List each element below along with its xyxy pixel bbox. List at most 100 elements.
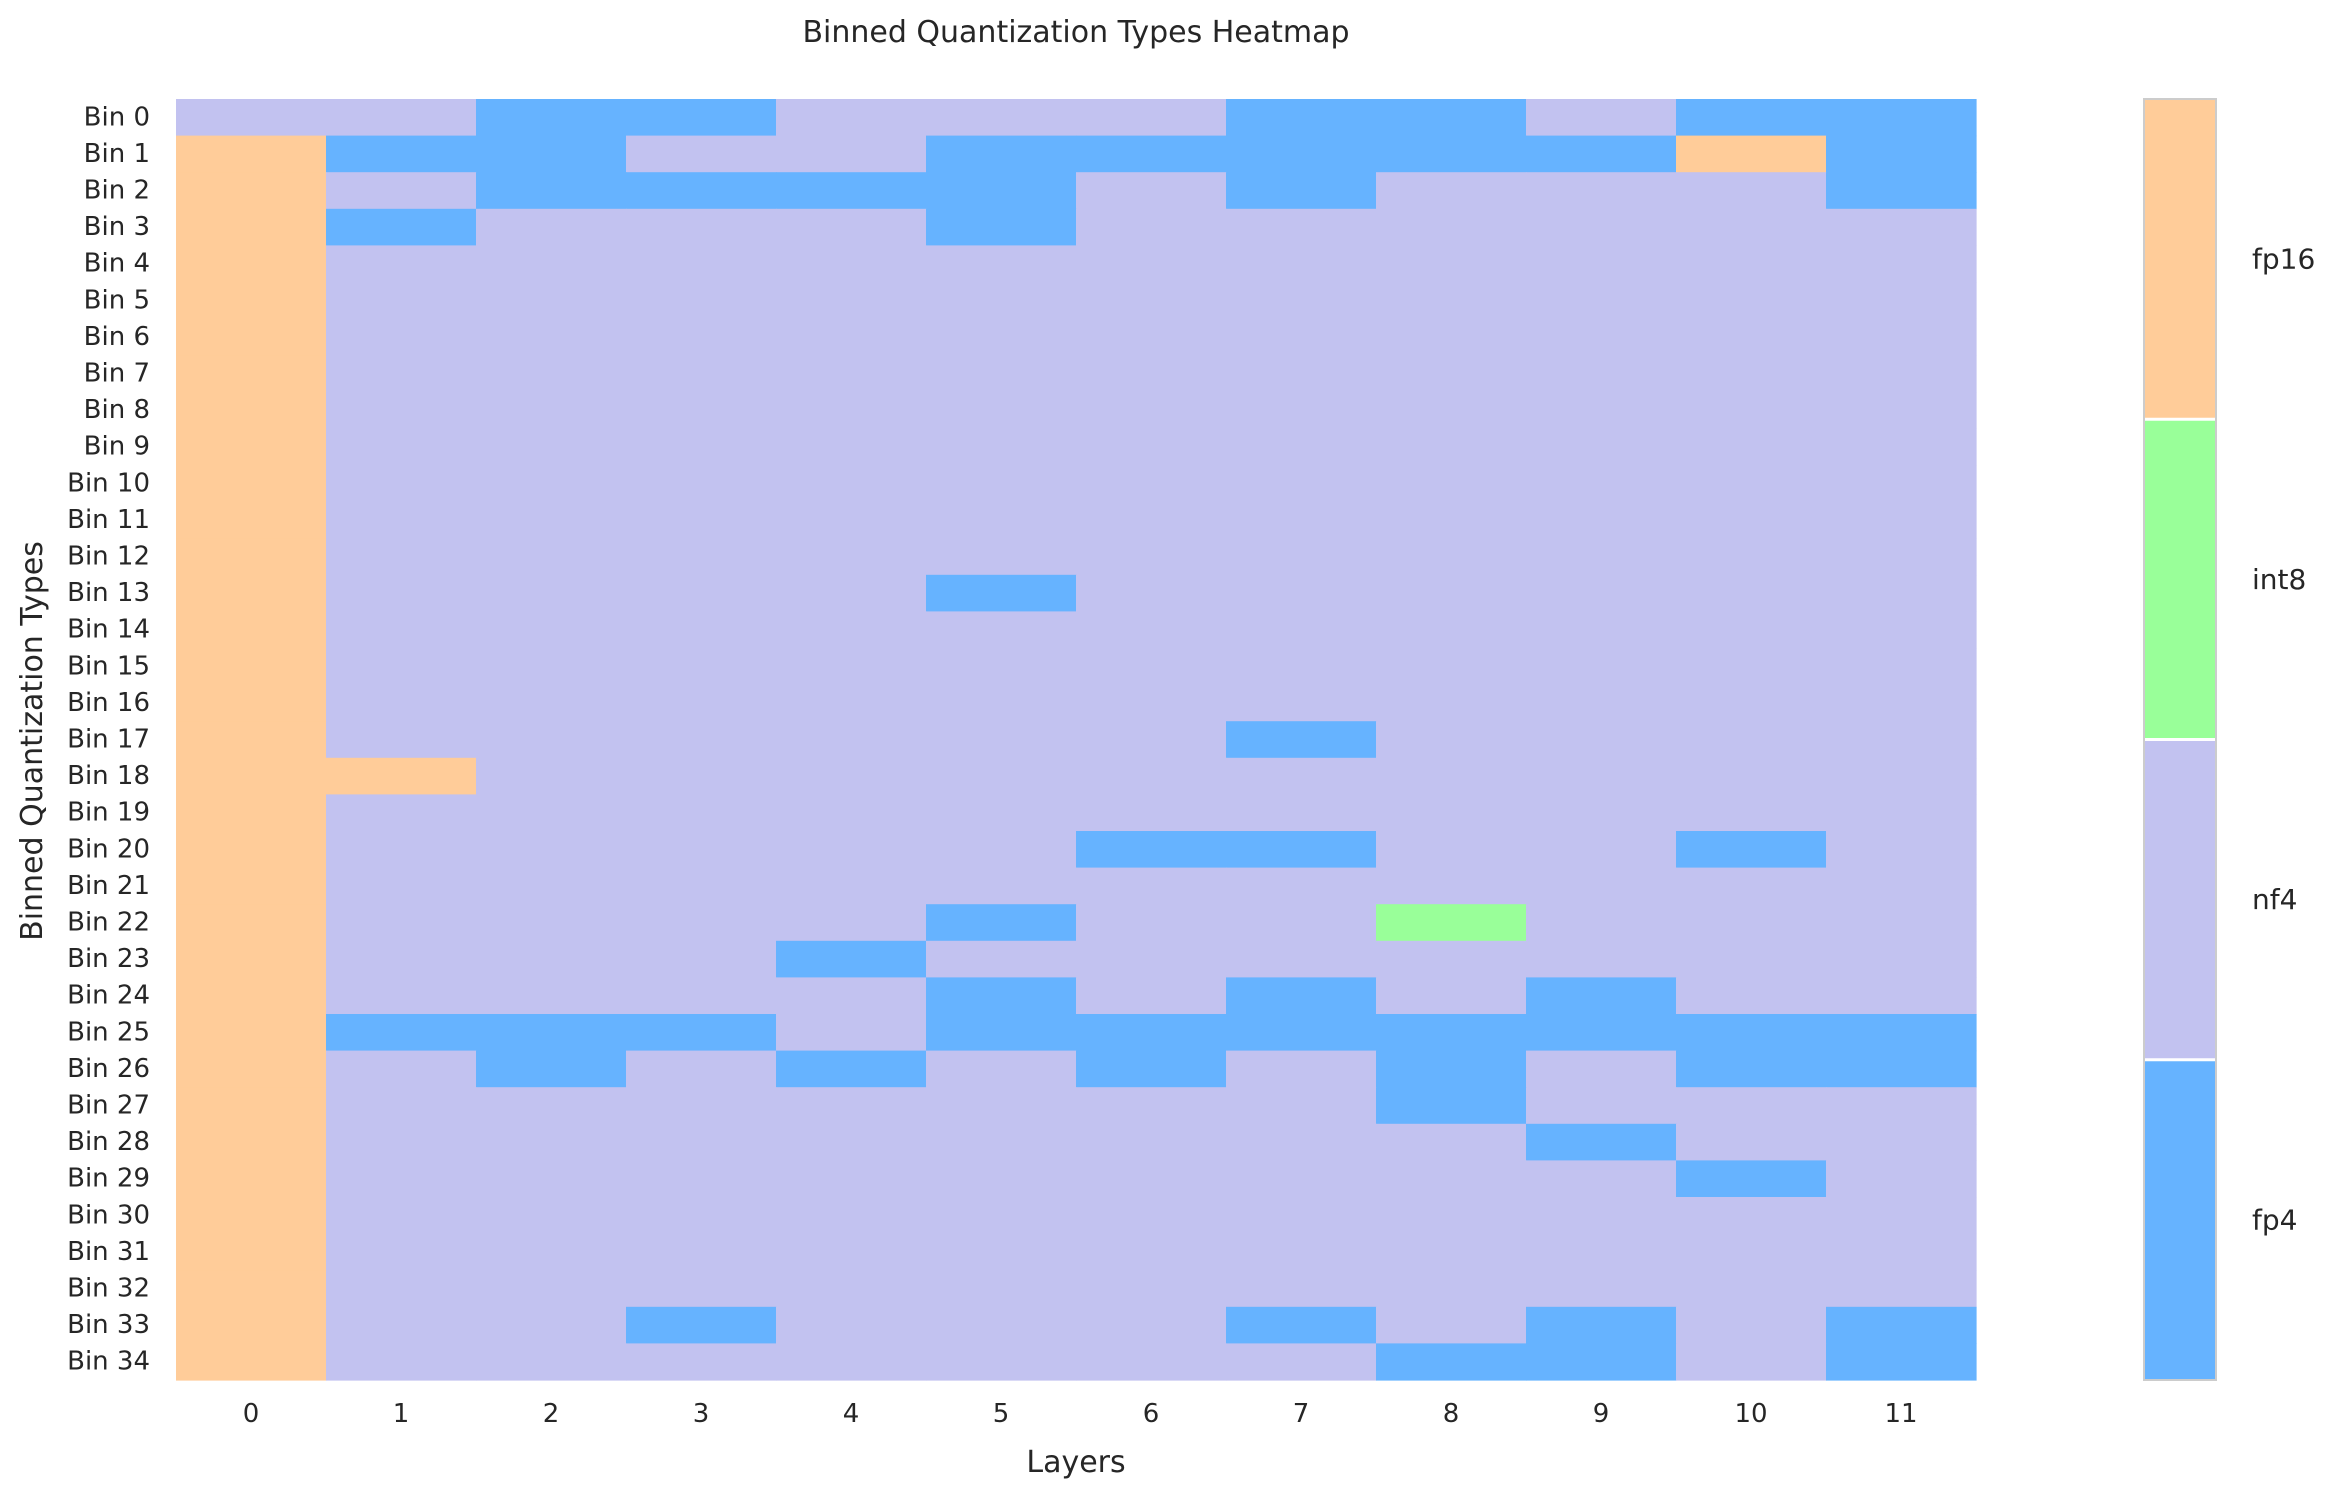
heatmap-cell — [1676, 611, 1827, 649]
heatmap-cell — [776, 282, 927, 320]
heatmap-cell — [626, 318, 777, 356]
heatmap-cell — [326, 940, 477, 978]
heatmap-cell — [626, 355, 777, 393]
x-tick-label: 11 — [1884, 1399, 1917, 1429]
heatmap-cell — [1376, 1123, 1527, 1161]
heatmap-cell — [1226, 1087, 1377, 1125]
heatmap-cell — [1076, 1160, 1227, 1198]
heatmap-cell — [176, 318, 327, 356]
heatmap-cell — [1226, 684, 1377, 722]
y-tick-label: Bin 1 — [84, 139, 150, 169]
heatmap-cell — [476, 1087, 627, 1125]
heatmap-cell — [176, 904, 327, 942]
heatmap-cell — [926, 1087, 1077, 1125]
heatmap-cell — [626, 684, 777, 722]
y-tick-label: Bin 22 — [67, 908, 150, 938]
heatmap-cell — [926, 1233, 1077, 1271]
heatmap-cell — [1376, 904, 1527, 942]
heatmap-cell — [476, 721, 627, 759]
x-tick-label: 10 — [1734, 1399, 1767, 1429]
heatmap-cell — [626, 977, 777, 1015]
heatmap-cell — [1526, 135, 1677, 173]
heatmap-cell — [1526, 794, 1677, 832]
heatmap-cell — [1826, 831, 1977, 869]
heatmap-cell — [626, 1197, 777, 1235]
heatmap-cell — [776, 1014, 927, 1052]
heatmap-cell — [1376, 684, 1527, 722]
heatmap-cell — [1376, 538, 1527, 576]
heatmap-cell — [476, 1233, 627, 1271]
heatmap-cell — [626, 648, 777, 686]
heatmap-cell — [626, 1343, 777, 1381]
heatmap-cell — [476, 99, 627, 137]
heatmap-cell — [1676, 428, 1827, 466]
y-tick-label: Bin 21 — [67, 871, 150, 901]
heatmap-cell — [1826, 721, 1977, 759]
heatmap-cell — [1376, 172, 1527, 210]
heatmap-cell — [1376, 501, 1527, 539]
colorbar-label: fp16 — [2252, 243, 2315, 276]
heatmap-cell — [926, 940, 1077, 978]
heatmap-cell — [1076, 904, 1227, 942]
heatmap-cell — [626, 465, 777, 503]
heatmap-cell — [476, 831, 627, 869]
heatmap-cell — [626, 867, 777, 905]
heatmap-cell — [326, 794, 477, 832]
heatmap-cell — [176, 1233, 327, 1271]
heatmap-cell — [926, 1197, 1077, 1235]
y-tick-label: Bin 23 — [67, 944, 150, 974]
x-tick-label: 4 — [843, 1399, 860, 1429]
heatmap-cell — [1226, 318, 1377, 356]
heatmap-cell — [476, 501, 627, 539]
heatmap-cell — [1676, 501, 1827, 539]
heatmap-cell — [1376, 1050, 1527, 1088]
heatmap-cell — [626, 611, 777, 649]
heatmap-cell — [476, 245, 627, 283]
heatmap-cell — [1826, 1197, 1977, 1235]
heatmap-cell — [926, 465, 1077, 503]
y-tick-label: Bin 26 — [67, 1054, 150, 1084]
heatmap-cell — [776, 940, 927, 978]
y-tick-label: Bin 5 — [84, 285, 150, 315]
heatmap-cell — [176, 465, 327, 503]
heatmap-cell — [1526, 574, 1677, 612]
heatmap-cell — [1076, 1233, 1227, 1271]
heatmap-cell — [176, 757, 327, 795]
heatmap-cell — [1376, 757, 1527, 795]
heatmap-cell — [1826, 977, 1977, 1015]
y-tick-label: Bin 31 — [67, 1237, 150, 1267]
heatmap-cell — [326, 684, 477, 722]
heatmap-cell — [926, 794, 1077, 832]
heatmap-cell — [1376, 99, 1527, 137]
heatmap-cell — [326, 245, 477, 283]
heatmap-cell — [1226, 1014, 1377, 1052]
heatmap-cell — [176, 501, 327, 539]
heatmap-cell — [1676, 1014, 1827, 1052]
heatmap-cell — [1526, 99, 1677, 137]
colorbar-swatch — [2144, 1059, 2216, 1380]
heatmap-cell — [176, 721, 327, 759]
heatmap-cell — [1226, 611, 1377, 649]
heatmap-cell — [176, 391, 327, 429]
heatmap-cell — [1376, 1014, 1527, 1052]
heatmap-cell — [626, 501, 777, 539]
heatmap-cell — [1226, 757, 1377, 795]
heatmap-cell — [626, 1233, 777, 1271]
heatmap-cell — [476, 794, 627, 832]
heatmap-cell — [1076, 172, 1227, 210]
y-tick-label: Bin 29 — [67, 1164, 150, 1194]
heatmap-cell — [1076, 318, 1227, 356]
heatmap-cell — [1226, 1233, 1377, 1271]
heatmap-cell — [1226, 465, 1377, 503]
heatmap-cell — [476, 282, 627, 320]
heatmap-cell — [476, 135, 627, 173]
heatmap-cell — [1376, 208, 1527, 246]
heatmap-cell — [476, 391, 627, 429]
heatmap-cell — [926, 1306, 1077, 1344]
heatmap-cell — [1676, 867, 1827, 905]
heatmap-cell — [176, 1197, 327, 1235]
heatmap-cell — [1526, 501, 1677, 539]
heatmap-cell — [1526, 208, 1677, 246]
x-tick-label: 9 — [1593, 1399, 1610, 1429]
heatmap-cell — [776, 245, 927, 283]
